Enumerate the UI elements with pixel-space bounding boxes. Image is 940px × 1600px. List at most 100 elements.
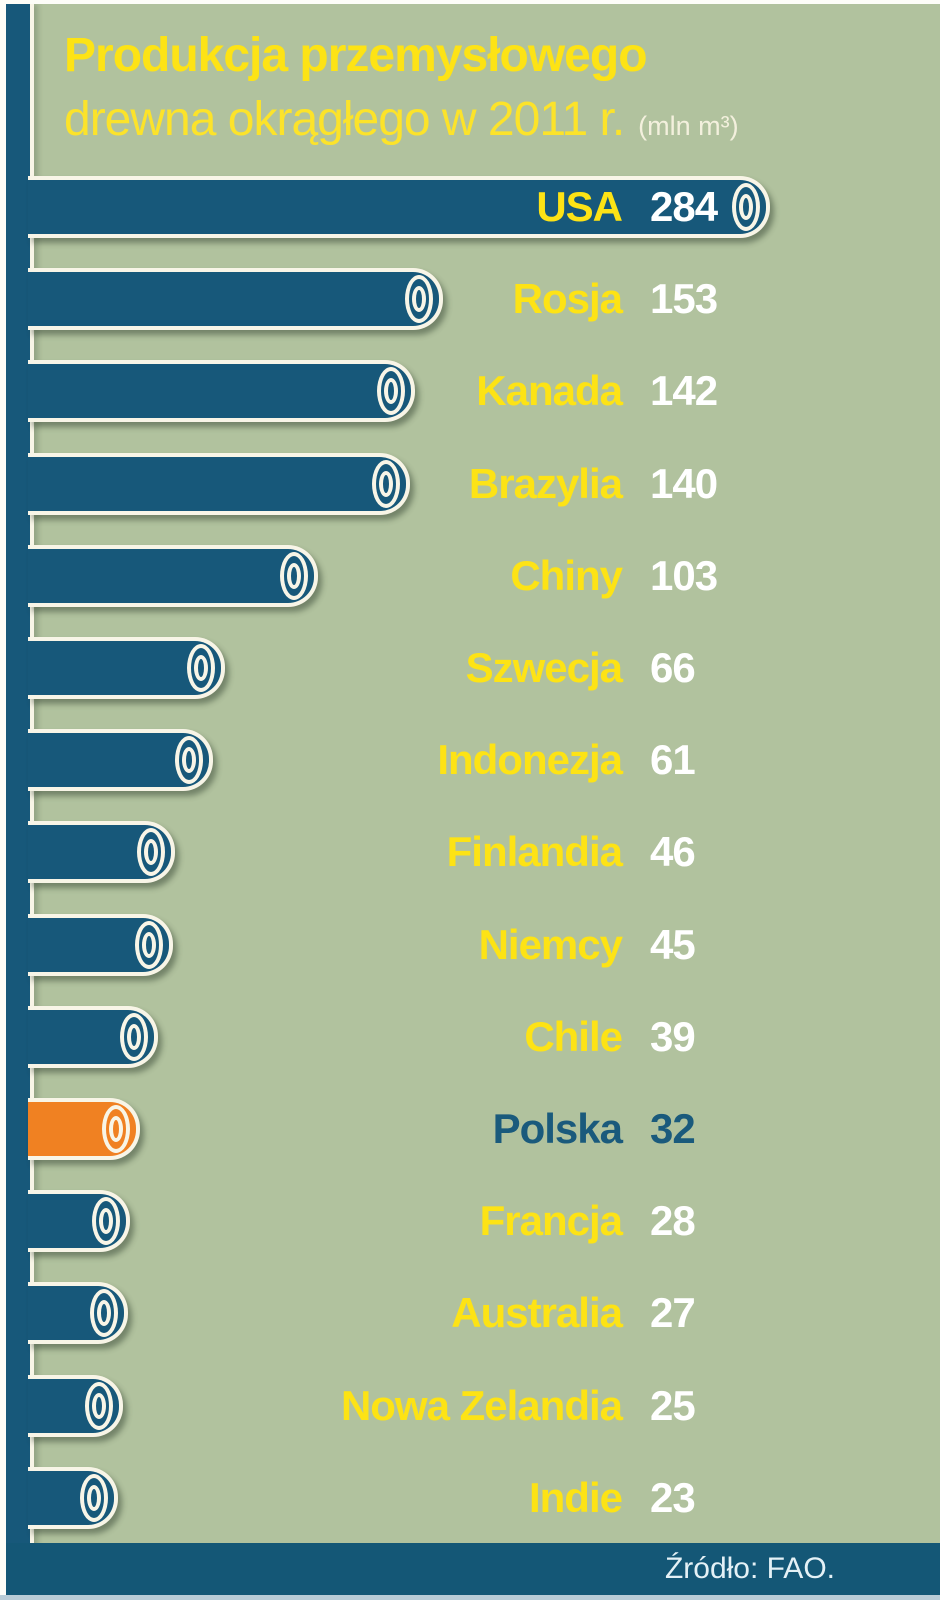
log-end-icon	[137, 828, 165, 876]
bar	[28, 637, 225, 699]
log-core-icon	[144, 839, 158, 865]
log-end-icon	[102, 1105, 130, 1153]
value-label: 45	[650, 921, 696, 968]
log-core-icon	[379, 471, 393, 497]
bar	[28, 821, 175, 883]
bar-row: Rosja 153	[0, 268, 940, 330]
log-core-icon	[92, 1393, 106, 1419]
bar-row: Brazylia 140	[0, 453, 940, 515]
bar	[28, 1006, 158, 1068]
value-label: 27	[650, 1289, 696, 1336]
bar	[28, 1282, 128, 1344]
country-label: Francja	[479, 1197, 623, 1244]
bar-row: Finlandia 46	[0, 821, 940, 883]
log-core-icon	[109, 1116, 123, 1142]
log-core-icon	[87, 1485, 101, 1511]
country-label: Australia	[451, 1289, 623, 1336]
log-core-icon	[412, 286, 426, 312]
log-end-icon	[175, 736, 203, 784]
value-label: 284	[650, 183, 718, 230]
log-end-icon	[80, 1474, 108, 1522]
log-end-icon	[90, 1289, 118, 1337]
log-end-icon	[120, 1013, 148, 1061]
value-label: 23	[650, 1474, 696, 1521]
country-label: Indonezja	[437, 736, 623, 783]
value-label: 140	[650, 460, 718, 507]
bar	[28, 360, 415, 422]
bar	[28, 914, 173, 976]
chart-title-line2-text: drewna okrągłego w 2011 r.	[64, 93, 625, 146]
log-core-icon	[99, 1208, 113, 1234]
value-label: 39	[650, 1013, 696, 1060]
bar	[28, 453, 410, 515]
country-label: Rosja	[512, 275, 623, 322]
source-text: Źródło: FAO.	[664, 1552, 835, 1585]
log-core-icon	[287, 563, 301, 589]
country-label: Indie	[528, 1474, 623, 1521]
country-label: Polska	[492, 1105, 623, 1152]
country-label: USA	[536, 183, 623, 230]
log-core-icon	[142, 932, 156, 958]
bar	[28, 1467, 118, 1529]
bar-row: Chile 39	[0, 1006, 940, 1068]
log-end-icon	[135, 921, 163, 969]
country-label: Kanada	[476, 367, 623, 414]
value-label: 61	[650, 736, 696, 783]
value-label: 32	[650, 1105, 696, 1152]
bar-row: Indie 23	[0, 1467, 940, 1529]
log-end-icon	[377, 367, 405, 415]
value-label: 46	[650, 828, 696, 875]
bar-row: Kanada 142	[0, 360, 940, 422]
log-end-icon	[405, 275, 433, 323]
bar-row: Chiny 103	[0, 545, 940, 607]
page-bottom-border	[0, 1595, 940, 1600]
value-label: 142	[650, 367, 718, 414]
page-top-border	[0, 0, 940, 4]
source-band: Źródło: FAO.	[0, 1543, 940, 1595]
bar	[28, 729, 213, 791]
bar	[28, 268, 443, 330]
bar-row: Indonezja 61	[0, 729, 940, 791]
log-core-icon	[182, 747, 196, 773]
chart-title-line2: drewna okrągłego w 2011 r. (mln m³)	[64, 92, 739, 147]
bar-row: USA 284	[0, 176, 940, 238]
bar-row: Francja 28	[0, 1190, 940, 1252]
country-label: Niemcy	[478, 921, 623, 968]
country-label: Nowa Zelandia	[340, 1382, 623, 1429]
bar-row: Australia 27	[0, 1282, 940, 1344]
country-label: Szwecja	[465, 644, 623, 691]
log-core-icon	[739, 194, 753, 220]
bar-row: Szwecja 66	[0, 637, 940, 699]
bar	[28, 1098, 140, 1160]
log-core-icon	[384, 378, 398, 404]
log-core-icon	[194, 655, 208, 681]
value-label: 103	[650, 552, 718, 599]
bar-row: Nowa Zelandia 25	[0, 1375, 940, 1437]
value-label: 66	[650, 644, 696, 691]
value-label: 25	[650, 1382, 696, 1429]
log-end-icon	[187, 644, 215, 692]
bar-row: Polska 32	[0, 1098, 940, 1160]
log-core-icon	[97, 1300, 111, 1326]
value-label: 28	[650, 1197, 696, 1244]
chart-title-line1: Produkcja przemysłowego	[64, 29, 648, 82]
value-label: 153	[650, 275, 718, 322]
country-label: Chile	[524, 1013, 623, 1060]
log-end-icon	[372, 460, 400, 508]
log-end-icon	[732, 183, 760, 231]
country-label: Brazylia	[468, 460, 623, 507]
country-label: Chiny	[510, 552, 623, 599]
chart-unit-label: (mln m³)	[638, 111, 739, 141]
bar	[28, 1375, 123, 1437]
log-end-icon	[92, 1197, 120, 1245]
country-label: Finlandia	[446, 828, 623, 875]
bar	[28, 1190, 130, 1252]
log-core-icon	[127, 1024, 141, 1050]
bar	[28, 545, 318, 607]
bar	[28, 176, 770, 238]
log-end-icon	[85, 1382, 113, 1430]
bar-row: Niemcy 45	[0, 914, 940, 976]
log-end-icon	[280, 552, 308, 600]
